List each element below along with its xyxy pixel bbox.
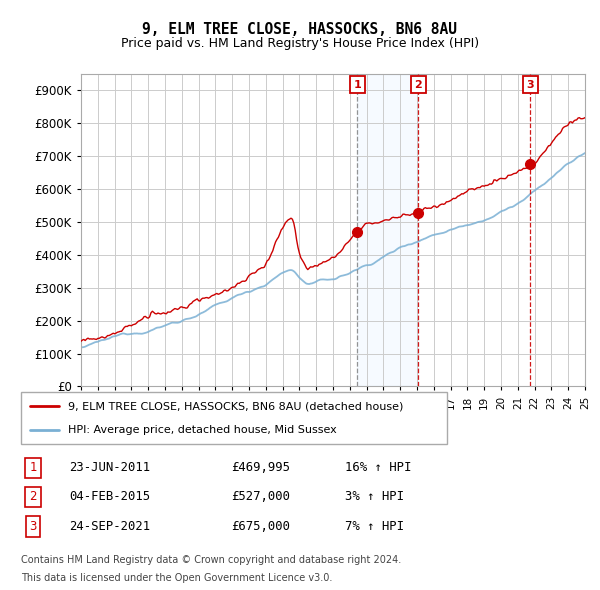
Text: £675,000: £675,000 bbox=[231, 520, 290, 533]
Text: HPI: Average price, detached house, Mid Sussex: HPI: Average price, detached house, Mid … bbox=[68, 425, 337, 435]
Text: 1: 1 bbox=[353, 80, 361, 90]
Text: £527,000: £527,000 bbox=[231, 490, 290, 503]
Text: 2: 2 bbox=[415, 80, 422, 90]
Text: Contains HM Land Registry data © Crown copyright and database right 2024.: Contains HM Land Registry data © Crown c… bbox=[21, 555, 401, 565]
Text: £469,995: £469,995 bbox=[231, 461, 290, 474]
Text: This data is licensed under the Open Government Licence v3.0.: This data is licensed under the Open Gov… bbox=[21, 573, 332, 583]
Text: 9, ELM TREE CLOSE, HASSOCKS, BN6 8AU: 9, ELM TREE CLOSE, HASSOCKS, BN6 8AU bbox=[143, 22, 458, 37]
Text: 3: 3 bbox=[29, 520, 37, 533]
Text: 3: 3 bbox=[527, 80, 534, 90]
Text: Price paid vs. HM Land Registry's House Price Index (HPI): Price paid vs. HM Land Registry's House … bbox=[121, 37, 479, 50]
Text: 16% ↑ HPI: 16% ↑ HPI bbox=[345, 461, 412, 474]
Text: 2: 2 bbox=[29, 490, 37, 503]
Text: 1: 1 bbox=[29, 461, 37, 474]
Text: 24-SEP-2021: 24-SEP-2021 bbox=[69, 520, 150, 533]
Text: 7% ↑ HPI: 7% ↑ HPI bbox=[345, 520, 404, 533]
FancyBboxPatch shape bbox=[21, 392, 447, 444]
Text: 3% ↑ HPI: 3% ↑ HPI bbox=[345, 490, 404, 503]
Text: 9, ELM TREE CLOSE, HASSOCKS, BN6 8AU (detached house): 9, ELM TREE CLOSE, HASSOCKS, BN6 8AU (de… bbox=[68, 401, 403, 411]
Text: 23-JUN-2011: 23-JUN-2011 bbox=[69, 461, 150, 474]
Text: 04-FEB-2015: 04-FEB-2015 bbox=[69, 490, 150, 503]
Bar bbox=[358, 74, 418, 386]
